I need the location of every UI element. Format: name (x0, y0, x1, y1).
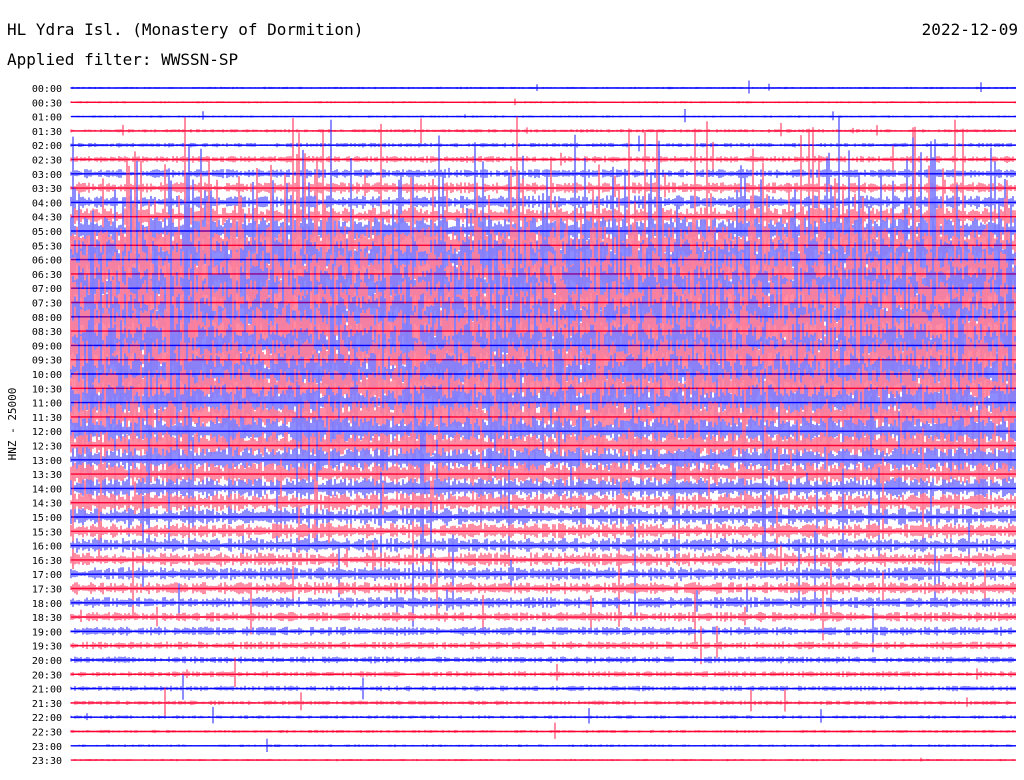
trace-waveform (70, 549, 1016, 627)
time-tick-label: 16:30 (32, 556, 62, 567)
trace-waveform (70, 625, 1016, 665)
trace-waveform (70, 135, 1016, 152)
time-tick-label: 15:30 (32, 527, 62, 538)
trace-waveform (70, 98, 1016, 106)
time-tick-label: 07:00 (32, 284, 62, 295)
time-tick-label: 04:00 (32, 198, 62, 209)
time-tick-label: 11:30 (32, 413, 62, 424)
time-tick-layer: 00:00 00:30 01:00 01:30 02:00 02:30 03:00 03:30… (32, 84, 62, 767)
time-tick-label: 06:30 (32, 270, 62, 281)
time-tick-label: 09:00 (32, 341, 62, 352)
filter-label: Applied filter: WWSSN-SP (7, 50, 239, 69)
time-tick-label: 02:30 (32, 156, 62, 167)
trace-waveform (70, 738, 1016, 752)
trace-waveform (70, 706, 1016, 724)
trace-waveform (70, 526, 1016, 617)
time-tick-label: 14:00 (32, 484, 62, 495)
time-tick-label: 13:30 (32, 470, 62, 481)
time-tick-label: 05:00 (32, 227, 62, 238)
trace-waveform (70, 589, 1016, 643)
trace-waveform (70, 462, 1016, 563)
time-tick-label: 18:30 (32, 613, 62, 624)
trace-waveform (70, 722, 1016, 739)
time-tick-label: 08:30 (32, 327, 62, 338)
trace-waveform (70, 475, 1016, 582)
trace-layer (70, 80, 1016, 762)
time-tick-label: 08:00 (32, 313, 62, 324)
time-tick-label: 06:00 (32, 256, 62, 267)
y-axis-label: HNZ - 25000 (6, 388, 19, 461)
time-tick-label: 20:00 (32, 656, 62, 667)
time-tick-label: 23:00 (32, 742, 62, 753)
trace-waveform (70, 495, 1016, 587)
time-tick-label: 19:00 (32, 627, 62, 638)
trace-waveform (70, 521, 1016, 594)
trace-waveform (70, 152, 1016, 189)
time-tick-label: 16:00 (32, 542, 62, 553)
time-tick-label: 13:00 (32, 456, 62, 467)
time-tick-label: 23:30 (32, 756, 62, 767)
time-tick-label: 14:30 (32, 499, 62, 510)
time-tick-label: 20:30 (32, 670, 62, 681)
trace-waveform (70, 148, 1016, 212)
trace-waveform (70, 439, 1016, 542)
time-tick-label: 03:30 (32, 184, 62, 195)
time-tick-label: 19:30 (32, 642, 62, 653)
time-tick-label: 03:00 (32, 170, 62, 181)
trace-waveform (70, 80, 1016, 94)
time-tick-label: 05:30 (32, 241, 62, 252)
time-tick-label: 17:00 (32, 570, 62, 581)
time-tick-label: 17:30 (32, 585, 62, 596)
time-tick-label: 09:30 (32, 356, 62, 367)
time-tick-label: 10:30 (32, 384, 62, 395)
time-tick-label: 22:30 (32, 728, 62, 739)
trace-waveform (70, 657, 1016, 687)
time-tick-label: 07:30 (32, 299, 62, 310)
time-tick-label: 01:30 (32, 127, 62, 138)
trace-waveform (70, 656, 1016, 664)
time-tick-label: 12:00 (32, 427, 62, 438)
time-tick-label: 02:00 (32, 141, 62, 152)
trace-waveform (70, 312, 1016, 520)
trace-waveform (70, 159, 1016, 239)
time-tick-label: 01:00 (32, 113, 62, 124)
trace-waveform (70, 328, 1016, 525)
time-tick-label: 15:00 (32, 513, 62, 524)
time-tick-label: 00:00 (32, 84, 62, 95)
time-tick-label: 00:30 (32, 98, 62, 109)
trace-waveform (70, 109, 1016, 123)
trace-waveform (70, 141, 1016, 174)
time-tick-label: 22:00 (32, 713, 62, 724)
trace-waveform (70, 355, 1016, 516)
time-tick-label: 10:00 (32, 370, 62, 381)
trace-waveform (70, 118, 1016, 144)
trace-waveform (70, 153, 1016, 276)
time-tick-label: 18:00 (32, 599, 62, 610)
station-title: HL Ydra Isl. (Monastery of Dormition) (7, 20, 364, 39)
date-label: 2022-12-09 (921, 20, 1018, 39)
trace-waveform (70, 757, 1016, 762)
time-tick-label: 21:00 (32, 685, 62, 696)
time-tick-label: 21:30 (32, 699, 62, 710)
time-tick-label: 04:30 (32, 213, 62, 224)
time-tick-label: 12:30 (32, 442, 62, 453)
time-tick-label: 11:00 (32, 399, 62, 410)
trace-waveform (70, 563, 1016, 627)
trace-waveform (70, 674, 1016, 700)
trace-waveform (70, 687, 1016, 718)
